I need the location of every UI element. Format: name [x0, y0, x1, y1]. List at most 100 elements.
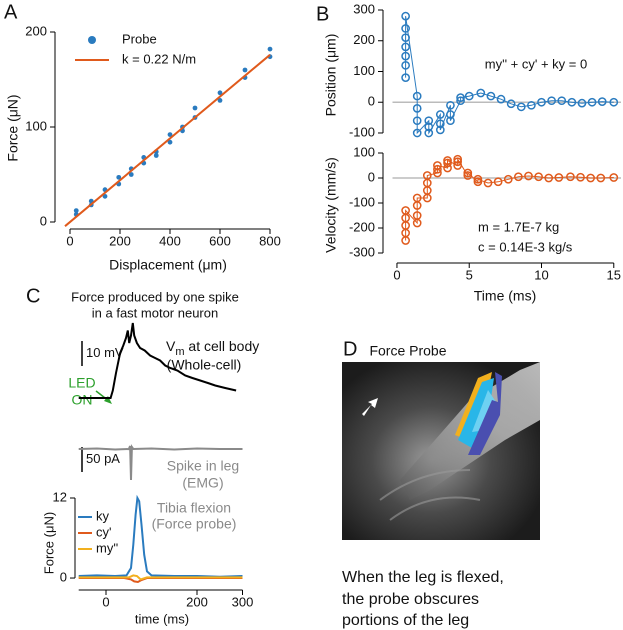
point: [412, 211, 422, 220]
point: [514, 172, 523, 182]
point: [446, 100, 455, 110]
point: [473, 177, 483, 187]
annotation: LED: [68, 375, 95, 391]
point: [464, 91, 474, 101]
x-tick-label: 0: [393, 267, 400, 282]
x-tick-label: 800: [259, 233, 281, 248]
panel-label: D: [343, 338, 357, 360]
point: [242, 67, 248, 73]
point: [446, 116, 455, 126]
caption: the probe obscures: [342, 591, 479, 608]
point: [435, 110, 445, 119]
point: [534, 172, 543, 182]
x-tick-label: 5: [466, 267, 473, 282]
x-tick-label: 15: [607, 267, 621, 282]
probe-overlay: [472, 390, 496, 432]
point: [412, 91, 422, 101]
probe-overlay: [458, 378, 494, 448]
point: [524, 171, 533, 181]
trace-label-part: V: [166, 338, 176, 354]
point: [412, 116, 422, 126]
y-tick-label: 0: [40, 213, 47, 228]
point: [537, 97, 546, 107]
line: [78, 574, 243, 581]
x-axis-label: Time (ms): [474, 288, 536, 304]
point: [476, 88, 486, 98]
point: [609, 97, 619, 107]
line: [64, 54, 271, 227]
y-tick-label: 0: [60, 569, 67, 584]
arrow: [362, 398, 378, 416]
point: [463, 171, 473, 180]
point: [506, 99, 516, 109]
point: [102, 193, 108, 199]
point: [424, 122, 434, 132]
point: [433, 164, 442, 174]
scale-bar-label: 10 mV: [86, 345, 124, 360]
point: [401, 42, 410, 52]
photo-title: Force Probe: [369, 343, 446, 359]
point: [401, 73, 410, 82]
point: [453, 157, 463, 167]
scale-bar-label: 50 pA: [86, 451, 120, 466]
line: [78, 494, 243, 578]
panel-title: Force produced by one spike: [71, 289, 239, 304]
x-tick-label: 10: [534, 267, 548, 282]
point: [167, 132, 173, 138]
point: [446, 110, 455, 119]
point: [401, 33, 410, 43]
point: [433, 161, 442, 170]
y-axis-label: Force (μN): [5, 94, 21, 161]
point: [483, 178, 493, 188]
trace-label: Spike in leg: [167, 458, 239, 474]
x-axis-label: Displacement (μm): [109, 257, 227, 273]
point: [453, 154, 463, 164]
y-tick-label: -100: [349, 124, 375, 139]
point: [217, 98, 223, 103]
y-tick-label: -300: [349, 244, 375, 259]
point: [463, 168, 473, 178]
point: [443, 158, 452, 168]
y-tick-label: 200: [25, 23, 47, 38]
point: [267, 46, 273, 52]
legend-label: cy': [96, 524, 111, 539]
x-tick-label: 0: [102, 594, 109, 609]
point: [547, 96, 556, 106]
y-tick-label: 0: [368, 94, 375, 109]
legend-marker: [88, 36, 96, 44]
annotation: ON: [72, 392, 93, 408]
trace-label: Vm at cell body: [166, 338, 259, 358]
y-tick-label: 100: [353, 63, 375, 78]
point: [116, 174, 122, 180]
annotation: my'' + cy' + ky = 0: [485, 56, 587, 71]
legend-label: k = 0.22 N/m: [122, 51, 196, 66]
point: [577, 98, 587, 108]
point: [554, 173, 564, 182]
point: [597, 97, 607, 106]
y-axis-label: Velocity (mm/s): [323, 157, 339, 253]
point: [401, 24, 410, 33]
y-tick-label: 200: [353, 32, 375, 47]
point: [422, 171, 432, 180]
y-axis-label: Force (μN): [41, 512, 56, 574]
x-tick-label: 200: [109, 233, 131, 248]
panel-title: in a fast motor neuron: [92, 305, 218, 320]
point: [496, 94, 506, 104]
caption: portions of the leg: [342, 612, 469, 629]
annotation: m = 1.7E-7 kg: [478, 219, 559, 234]
trace-label: (Whole-cell): [167, 357, 242, 373]
y-tick-label: -200: [349, 219, 375, 234]
x-tick-label: 600: [209, 233, 231, 248]
point: [435, 119, 445, 129]
point: [596, 173, 606, 183]
line: [405, 16, 614, 135]
line: [78, 577, 243, 584]
y-tick-label: 100: [353, 144, 375, 159]
point: [412, 128, 422, 138]
caption: When the leg is flexed,: [342, 569, 504, 586]
point: [401, 51, 410, 61]
point: [486, 91, 496, 101]
point: [567, 97, 577, 107]
arrow-head: [104, 396, 112, 404]
